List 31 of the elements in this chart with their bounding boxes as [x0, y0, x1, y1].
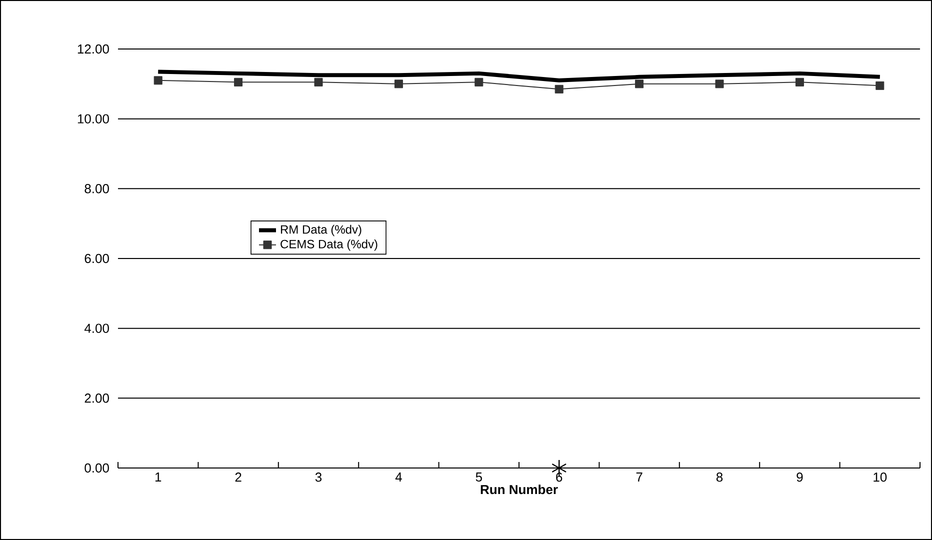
- x-tick-label: 9: [796, 472, 803, 482]
- line-series: [156, 70, 882, 82]
- y-tick-label: 12.00: [78, 44, 109, 54]
- point: [474, 78, 484, 86]
- x-tick-label: 8: [716, 472, 723, 482]
- legend-label: CEMS Data (%dv): [280, 240, 378, 251]
- point: [715, 80, 724, 88]
- point: [795, 78, 804, 86]
- x-tick-label: 7: [636, 472, 642, 482]
- x-tick-label: 1: [155, 472, 162, 482]
- x-tick-label: 5: [476, 472, 482, 482]
- y-tick-label: 4.00: [84, 324, 109, 333]
- y-tick-label: 2.00: [84, 394, 109, 403]
- x-axis-title: Run Number: [480, 484, 558, 494]
- x-tick-label: 4: [395, 472, 402, 482]
- point: [394, 80, 403, 88]
- x-tick-label: 10: [874, 472, 887, 482]
- y-tick-label: 6.00: [84, 254, 109, 264]
- point: [554, 84, 564, 94]
- x-tick-label: 6: [556, 472, 562, 482]
- y-tick-label: 8.00: [84, 184, 109, 194]
- point: [635, 80, 644, 88]
- point: [234, 78, 243, 86]
- x-tick-label: 3: [315, 472, 322, 482]
- x-tick-label: 2: [235, 472, 242, 482]
- point: [314, 78, 323, 86]
- y-tick-label: 0.00: [84, 463, 109, 473]
- legend-label: RM Data (%dv): [280, 224, 362, 236]
- y-tick-label: 10.00: [78, 114, 109, 124]
- point: [876, 81, 884, 90]
- point: [154, 76, 162, 85]
